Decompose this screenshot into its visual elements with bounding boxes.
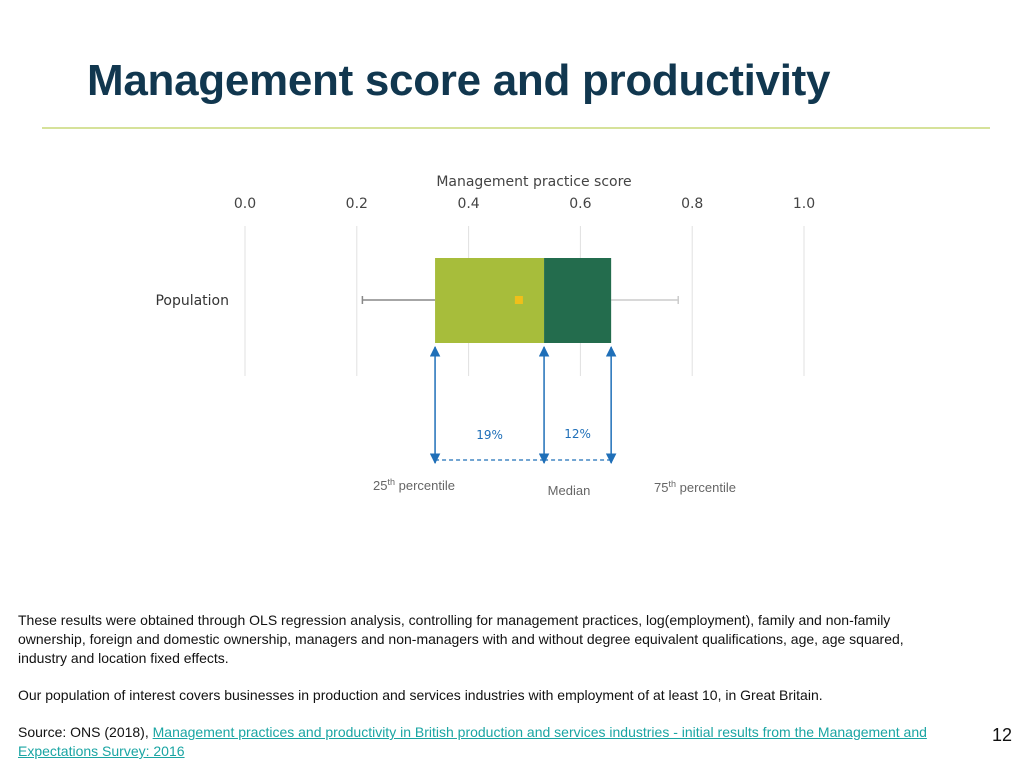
x-tick-label: 0.2 xyxy=(346,196,368,212)
footnotes: These results were obtained through OLS … xyxy=(18,611,948,761)
q3-label: 75th percentile xyxy=(654,479,736,495)
q1-label: 25th percentile xyxy=(373,477,455,493)
box-upper-median-to-q3 xyxy=(544,258,612,343)
method-note: These results were obtained through OLS … xyxy=(18,612,904,666)
x-tick-label: 0.0 xyxy=(234,196,256,212)
box-plot-chart: Management practice score 0.0 0.2 0.4 0.6 0.8… xyxy=(155,174,815,498)
box-lower-q1-to-median xyxy=(435,258,545,343)
source-link[interactable]: Management practices and productivity in… xyxy=(18,724,927,759)
x-tick-label: 0.4 xyxy=(457,196,479,212)
mean-marker xyxy=(514,296,523,304)
x-tick-label: 1.0 xyxy=(793,196,815,212)
axis-title: Management practice score xyxy=(436,174,631,190)
population-note: Our population of interest covers busine… xyxy=(18,687,823,703)
category-label-population: Population xyxy=(155,293,229,309)
source-note: Source: ONS (2018), Management practices… xyxy=(18,723,948,761)
x-tick-label: 0.8 xyxy=(681,196,703,212)
page-number: 12 xyxy=(992,725,1013,745)
median-label: Median xyxy=(548,483,591,498)
x-tick-label: 0.6 xyxy=(569,196,591,212)
source-prefix: Source: ONS (2018), xyxy=(18,724,153,740)
slide-title: Management score and productivity xyxy=(87,56,831,105)
gap-label: 19% xyxy=(476,428,503,442)
title-rule xyxy=(42,127,990,129)
gap-label: 12% xyxy=(564,427,591,441)
